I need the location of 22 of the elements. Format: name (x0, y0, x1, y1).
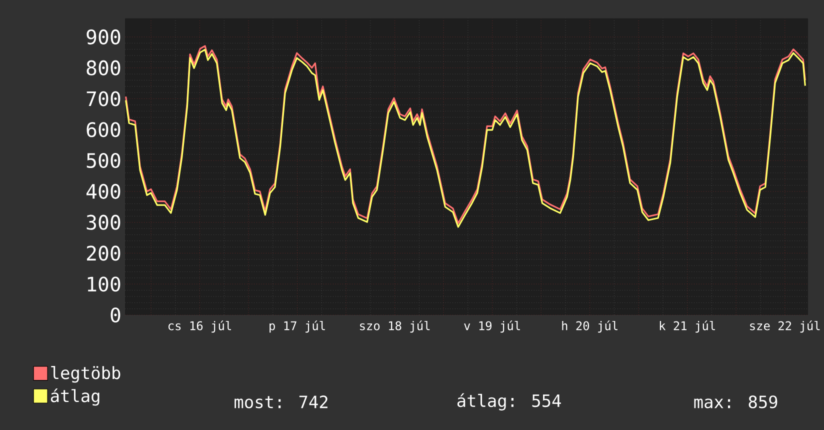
y-tick-label: 100 (88, 276, 120, 292)
x-tick-label: cs 16 júl (168, 320, 231, 333)
y-tick-label: 200 (86, 246, 120, 261)
y-tick-label: 800 (86, 60, 120, 76)
x-tick-label: szo 18 júl (360, 320, 430, 333)
y-tick-label: 0 (110, 307, 120, 323)
y-tick-label: 500 (86, 152, 120, 168)
x-tick-label: v 19 júl (464, 320, 520, 333)
y-tick-label: 700 (86, 91, 120, 106)
y-tick-label: 600 (86, 122, 120, 138)
text: max: 859 (694, 395, 778, 408)
y-tick-label: 300 (86, 214, 120, 230)
text: most: 742 (234, 395, 328, 408)
x-tick-label: sze 22 júl (750, 320, 820, 333)
legend-label: átlag (50, 388, 100, 406)
x-tick-label: k 21 júl (660, 320, 715, 333)
x-tick-label: p 17 júl (270, 320, 325, 333)
y-tick-label: 900 (86, 29, 120, 44)
text: átlag: 554 (457, 393, 561, 410)
x-tick-label: h 20 júl (562, 320, 618, 333)
y-tick-label: 400 (86, 184, 120, 199)
legend-label: legtöbb (51, 366, 120, 383)
